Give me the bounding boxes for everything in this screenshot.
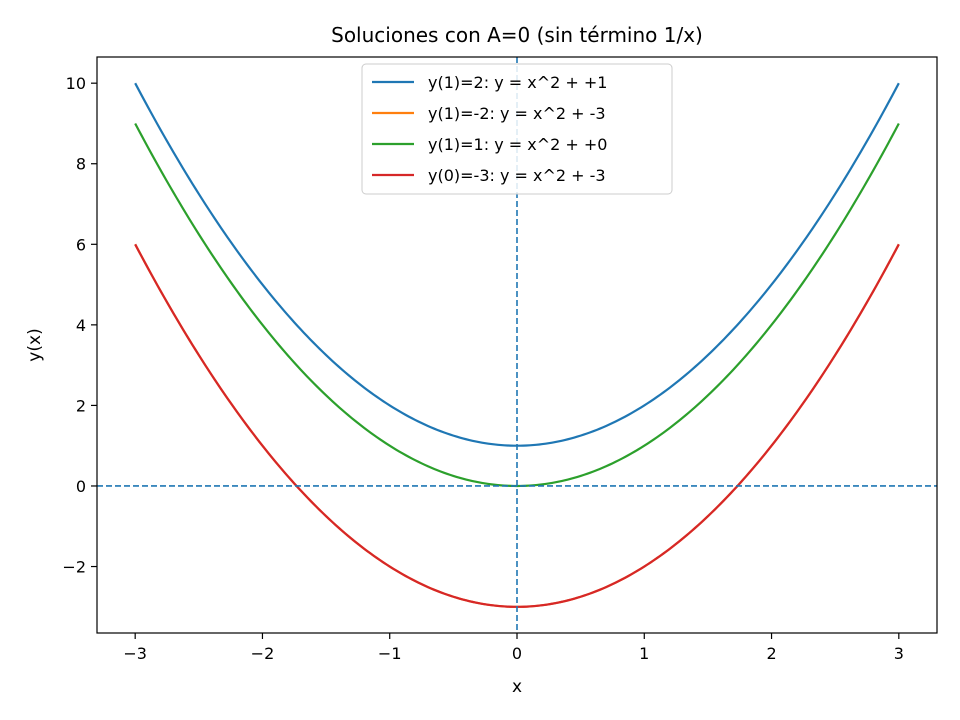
y-tick-label: 4 xyxy=(76,316,86,335)
x-tick-label: −1 xyxy=(378,644,402,663)
y-tick-label: −2 xyxy=(62,558,86,577)
x-tick-label: −2 xyxy=(251,644,275,663)
x-tick-label: 3 xyxy=(894,644,904,663)
legend-entry: y(1)=-2: y = x^2 + -3 xyxy=(428,104,606,123)
y-tick-label: 2 xyxy=(76,396,86,415)
x-tick-label: 1 xyxy=(639,644,649,663)
legend: y(1)=2: y = x^2 + +1 y(1)=-2: y = x^2 + -… xyxy=(361,63,673,195)
legend-box xyxy=(361,63,673,195)
x-tick-label: 2 xyxy=(766,644,776,663)
legend-entry: y(1)=2: y = x^2 + +1 xyxy=(428,73,607,92)
legend-entry: y(1)=1: y = x^2 + +0 xyxy=(428,135,607,154)
y-tick-label: 6 xyxy=(76,235,86,254)
plot-lines xyxy=(97,57,937,633)
x-tick-label: 0 xyxy=(512,644,522,663)
y-tick-label: 0 xyxy=(76,477,86,496)
x-axis-label: x xyxy=(512,677,522,697)
y-axis: −2 0 2 4 6 8 10 xyxy=(62,74,97,577)
legend-entry: y(0)=-3: y = x^2 + -3 xyxy=(428,166,606,185)
x-axis: −3 −2 −1 0 1 2 3 xyxy=(123,633,904,663)
plot-area xyxy=(96,56,938,634)
chart-title: Soluciones con A=0 (sin término 1/x) xyxy=(331,23,703,47)
y-tick-label: 8 xyxy=(76,155,86,174)
y-axis-label: y(x) xyxy=(25,328,45,361)
x-tick-label: −3 xyxy=(123,644,147,663)
y-tick-label: 10 xyxy=(66,74,86,93)
